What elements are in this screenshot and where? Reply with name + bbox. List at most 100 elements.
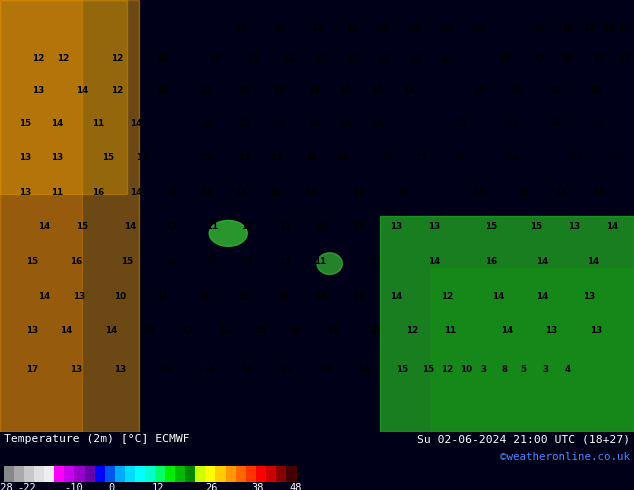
Text: 14: 14 — [38, 222, 51, 231]
Text: 14: 14 — [358, 365, 371, 374]
Text: 13: 13 — [136, 153, 149, 162]
Text: 18: 18 — [561, 24, 574, 33]
Text: 13: 13 — [377, 54, 390, 63]
Text: 11: 11 — [241, 222, 254, 231]
Text: 15: 15 — [19, 119, 32, 128]
Bar — [105, 466, 115, 482]
Text: 12: 12 — [197, 292, 209, 300]
Text: 14: 14 — [143, 326, 155, 335]
Text: 14: 14 — [219, 326, 231, 335]
Text: Su 02-06-2024 21:00 UTC (18+27): Su 02-06-2024 21:00 UTC (18+27) — [417, 434, 630, 444]
Text: 14: 14 — [51, 119, 63, 128]
Text: 15: 15 — [254, 326, 266, 335]
Bar — [84, 466, 96, 482]
Text: 13: 13 — [73, 292, 86, 300]
Text: 17: 17 — [593, 119, 605, 128]
Text: 13: 13 — [235, 188, 247, 197]
Bar — [44, 466, 55, 482]
Text: 16: 16 — [548, 119, 561, 128]
Text: 15: 15 — [368, 257, 380, 266]
Text: 14: 14 — [586, 257, 599, 266]
Text: 15: 15 — [422, 365, 434, 374]
Text: 15: 15 — [158, 365, 171, 374]
Text: 13: 13 — [25, 326, 38, 335]
Text: 13: 13 — [269, 153, 282, 162]
Text: 13: 13 — [165, 222, 178, 231]
Text: 14: 14 — [38, 292, 51, 300]
Text: 15: 15 — [472, 188, 485, 197]
Text: 13: 13 — [428, 222, 441, 231]
Text: 12: 12 — [441, 365, 453, 374]
Text: 14: 14 — [60, 326, 73, 335]
Text: 12: 12 — [314, 222, 327, 231]
Text: 14: 14 — [390, 292, 403, 300]
Text: 14: 14 — [130, 188, 143, 197]
Bar — [266, 466, 276, 482]
Text: 12: 12 — [279, 222, 292, 231]
Text: 12: 12 — [282, 54, 295, 63]
Text: 13: 13 — [70, 365, 82, 374]
Text: -10: -10 — [64, 483, 82, 490]
Text: 14: 14 — [241, 365, 254, 374]
Text: 12: 12 — [380, 153, 393, 162]
Text: 13: 13 — [311, 24, 323, 33]
Bar — [4, 466, 15, 482]
Text: 12: 12 — [152, 483, 164, 490]
Text: 11: 11 — [444, 326, 456, 335]
Text: 13: 13 — [441, 24, 453, 33]
Text: 17: 17 — [609, 153, 621, 162]
Bar — [0, 0, 82, 432]
Bar — [431, 268, 634, 432]
Text: 26: 26 — [205, 483, 217, 490]
Text: 14: 14 — [536, 292, 548, 300]
Text: 13: 13 — [555, 188, 567, 197]
Text: 12: 12 — [111, 54, 124, 63]
Text: 13: 13 — [590, 326, 602, 335]
Text: 15: 15 — [76, 222, 89, 231]
Text: 11: 11 — [314, 257, 327, 266]
Text: 12: 12 — [368, 326, 380, 335]
Text: 13: 13 — [371, 86, 384, 95]
Text: Temperature (2m) [°C] ECMWF: Temperature (2m) [°C] ECMWF — [4, 434, 190, 444]
Text: 14: 14 — [105, 326, 117, 335]
Bar — [216, 466, 226, 482]
Text: -28: -28 — [0, 483, 13, 490]
Text: 16: 16 — [510, 86, 523, 95]
Bar — [236, 466, 247, 482]
Text: 14: 14 — [304, 153, 317, 162]
Bar — [165, 466, 176, 482]
Text: 18: 18 — [561, 54, 574, 63]
Text: 12: 12 — [200, 86, 212, 95]
Text: 15: 15 — [320, 365, 333, 374]
Text: 13: 13 — [269, 188, 282, 197]
Text: 14: 14 — [203, 365, 216, 374]
Text: 14: 14 — [605, 222, 618, 231]
Text: 16: 16 — [590, 86, 602, 95]
Text: 4: 4 — [564, 365, 571, 374]
Text: 12: 12 — [32, 54, 44, 63]
Text: 13: 13 — [307, 119, 320, 128]
Text: 38: 38 — [251, 483, 264, 490]
Text: 14: 14 — [314, 292, 327, 300]
Text: 10: 10 — [114, 292, 127, 300]
Text: 3: 3 — [480, 365, 486, 374]
Text: 11: 11 — [206, 222, 219, 231]
Text: 15: 15 — [101, 153, 114, 162]
Text: 5: 5 — [520, 365, 526, 374]
Text: 12: 12 — [415, 153, 428, 162]
Text: 14: 14 — [441, 54, 453, 63]
Text: 13: 13 — [273, 119, 285, 128]
Text: 16: 16 — [92, 188, 105, 197]
Text: 13: 13 — [314, 54, 327, 63]
Text: 10: 10 — [396, 188, 409, 197]
Text: 13: 13 — [583, 292, 596, 300]
Text: 13: 13 — [304, 188, 317, 197]
Text: 14: 14 — [371, 119, 384, 128]
Text: 13: 13 — [51, 153, 63, 162]
Bar — [175, 466, 186, 482]
Text: 8: 8 — [501, 365, 507, 374]
Ellipse shape — [209, 220, 247, 246]
Bar — [135, 466, 146, 482]
Text: 13: 13 — [19, 153, 32, 162]
Text: 48: 48 — [290, 483, 302, 490]
